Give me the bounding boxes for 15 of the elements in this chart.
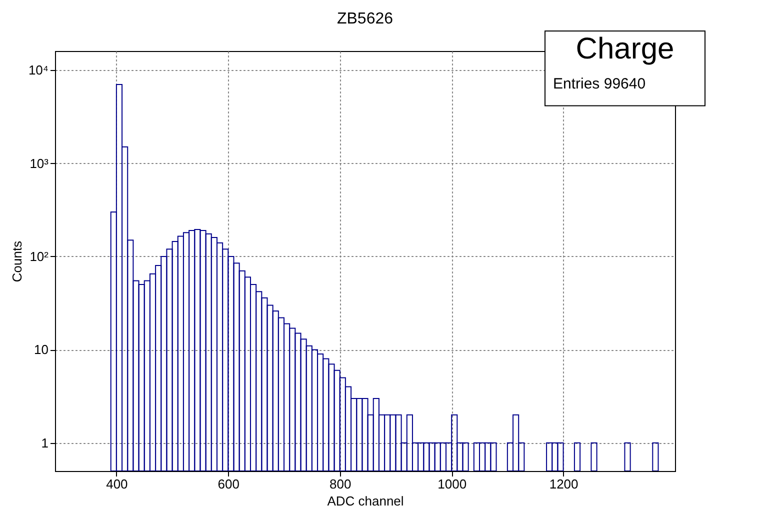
annotation: Charge [576, 32, 674, 66]
chart-title: ZB5626 [336, 10, 394, 28]
y-tick-label: 10 [34, 342, 48, 358]
x-tick-label: 600 [218, 476, 240, 492]
y-tick-label: 10⁴ [28, 62, 48, 78]
y-axis-title: Counts [9, 240, 24, 282]
x-tick-label: 1000 [438, 476, 467, 492]
x-axis-title: ADC channel [327, 494, 404, 508]
x-tick-label: 400 [106, 476, 128, 492]
y-tick-label: 1 [41, 435, 48, 450]
y-tick-label: 10³ [30, 156, 50, 171]
x-tick-label: 800 [330, 476, 352, 492]
annotation: Entries 99640 [553, 76, 646, 93]
x-tick-label: 1200 [549, 476, 578, 492]
y-tick-label: 10² [30, 248, 50, 264]
